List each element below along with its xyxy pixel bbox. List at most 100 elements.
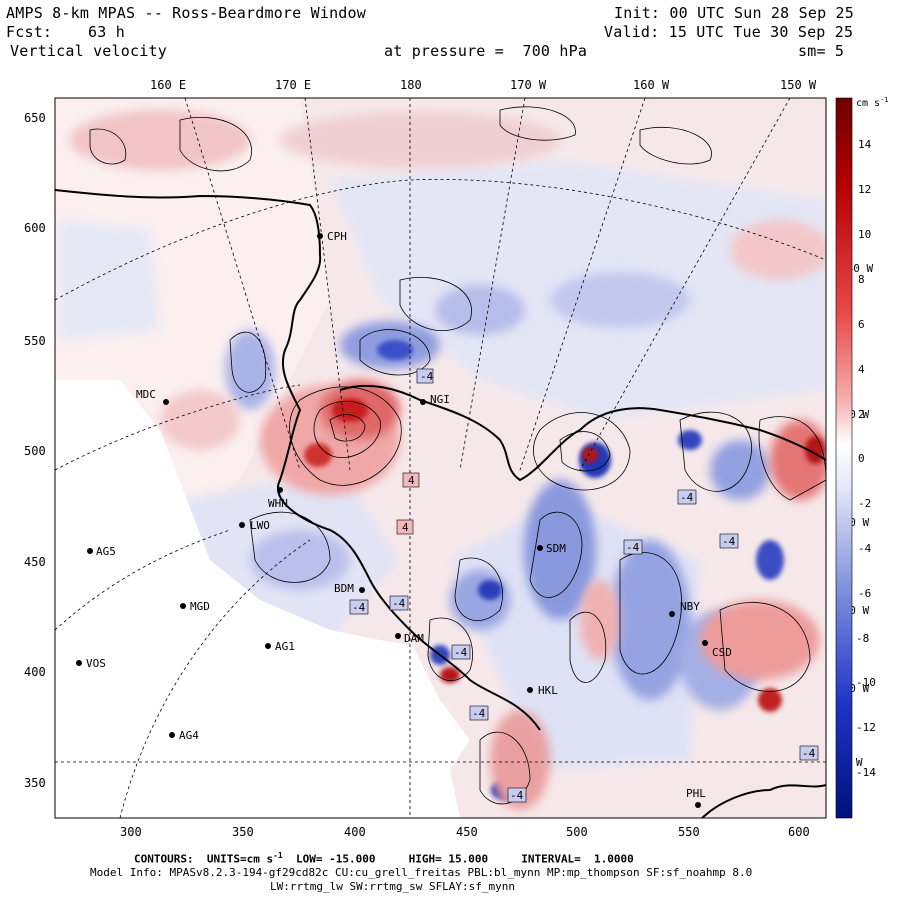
svg-text:HKL: HKL — [538, 684, 558, 697]
colorbar-tick: -4 — [858, 542, 872, 555]
contour-box: -4 — [416, 368, 434, 384]
contour-box: 4 — [402, 472, 420, 488]
svg-text:-4: -4 — [802, 747, 816, 760]
station-cph[interactable]: CPH — [317, 230, 347, 243]
colorbar-tick: -10 — [856, 676, 876, 689]
station-hkl[interactable]: HKL — [527, 684, 558, 697]
svg-text:-4: -4 — [510, 789, 524, 802]
colorbar-scale — [835, 97, 853, 819]
colorbar-tick: 12 — [858, 183, 871, 196]
station-ag4[interactable]: AG4 — [169, 729, 199, 742]
map-frame — [54, 97, 827, 819]
station-dam[interactable]: DAM — [395, 632, 424, 645]
lon-label: 170 E — [275, 78, 311, 92]
station-mdc[interactable]: MDC — [136, 388, 169, 405]
y-tick-label: 600 — [24, 221, 46, 235]
lon-label: 150 W — [780, 78, 817, 92]
y-tick-label: 400 — [24, 665, 46, 679]
y-tick-label: 550 — [24, 334, 46, 348]
svg-text:CPH: CPH — [327, 230, 347, 243]
lon-label: 180 — [400, 78, 422, 92]
svg-text:MGD: MGD — [190, 600, 210, 613]
svg-text:4: 4 — [402, 521, 409, 534]
svg-text:-4: -4 — [392, 597, 406, 610]
station-bdm[interactable]: BDM — [334, 582, 365, 595]
colorbar-tick: 6 — [858, 318, 865, 331]
station-mgd[interactable]: MGD — [180, 600, 210, 613]
x-tick-label: 350 — [232, 825, 254, 839]
svg-text:-4: -4 — [626, 541, 640, 554]
svg-text:4: 4 — [408, 474, 415, 487]
contour-box: -4 — [677, 489, 697, 505]
field-name: Vertical velocity — [10, 42, 167, 60]
y-tick-label: 650 — [24, 111, 46, 125]
stations: CPH MDC NGI WHN LWO AG5 MGD AG1 VOS AG4 … — [76, 230, 732, 808]
x-tick-label: 400 — [344, 825, 366, 839]
station-nby[interactable]: NBY — [669, 600, 700, 617]
svg-text:LWO: LWO — [250, 519, 270, 532]
lon-label: 160 E — [150, 78, 186, 92]
forecast-label: Fcst: — [6, 23, 53, 41]
contour-box: 4 — [396, 519, 414, 535]
station-ag1[interactable]: AG1 — [265, 640, 295, 653]
y-tick-label: 500 — [24, 444, 46, 458]
contours-info: CONTOURS: UNITS=cm s-1 LOW= -15.000 HIGH… — [134, 851, 634, 866]
colorbar: 14 12 10 8 6 4 2 0 -2 -4 -6 -8 -10 -12 -… — [835, 96, 889, 819]
svg-text:MDC: MDC — [136, 388, 156, 401]
interval-value: INTERVAL= 1.0000 — [521, 852, 634, 866]
x-tick-label: 600 — [788, 825, 810, 839]
colorbar-tick: -12 — [856, 721, 876, 734]
station-whn[interactable]: WHN — [268, 487, 288, 510]
colorbar-tick: 0 — [858, 452, 865, 465]
station-vos[interactable]: VOS — [76, 657, 106, 670]
contour-box: -4 — [451, 644, 471, 660]
svg-text:-4: -4 — [352, 601, 366, 614]
x-tick-label: 300 — [120, 825, 142, 839]
lon-label: 160 W — [633, 78, 670, 92]
pressure-level: at pressure = 700 hPa — [384, 42, 588, 60]
contour-box: -4 — [799, 745, 819, 761]
station-ag5[interactable]: AG5 — [87, 545, 116, 558]
field-positive-strong — [304, 398, 825, 712]
contour-value-boxes: -4 4 4 -4 -4 -4 -4 -4 -4 -4 -4 -4 — [349, 368, 819, 803]
station-csd[interactable]: CSD — [702, 640, 732, 659]
svg-text:AG1: AG1 — [275, 640, 295, 653]
station-lwo[interactable]: LWO — [239, 519, 270, 532]
longitude-labels: 160 E 170 E 180 170 W 160 W 150 W — [150, 78, 817, 92]
svg-text:BDM: BDM — [334, 582, 354, 595]
svg-text:PHL: PHL — [686, 787, 706, 800]
y-axis: 650 600 550 500 450 400 350 — [24, 111, 46, 790]
x-tick-label: 500 — [566, 825, 588, 839]
graticule — [55, 98, 826, 818]
y-tick-label: 350 — [24, 776, 46, 790]
model-info-line2: LW:rrtmg_lw SW:rrtmg_sw SFLAY:sf_mynn — [270, 880, 516, 893]
x-axis: 300 350 400 450 500 550 600 — [120, 825, 810, 839]
colorbar-units: cm s-1 — [856, 96, 889, 109]
valid-time: Valid: 15 UTC Tue 30 Sep 25 — [604, 23, 854, 41]
svg-text:-4: -4 — [680, 491, 694, 504]
station-phl[interactable]: PHL — [686, 787, 706, 808]
svg-text:NGI: NGI — [430, 393, 450, 406]
units-label: UNITS=cm s — [206, 852, 274, 866]
station-ngi[interactable]: NGI — [420, 393, 450, 406]
colorbar-tick: 10 — [858, 228, 871, 241]
station-sdm[interactable]: SDM — [537, 542, 566, 555]
svg-text:AG4: AG4 — [179, 729, 199, 742]
map-title: AMPS 8-km MPAS -- Ross-Beardmore Window — [6, 4, 366, 22]
svg-text:-4: -4 — [454, 646, 468, 659]
svg-text:NBY: NBY — [680, 600, 700, 613]
contour-box: -4 — [623, 539, 643, 555]
svg-text:SDM: SDM — [546, 542, 566, 555]
colorbar-tick: -6 — [858, 587, 871, 600]
low-value: LOW= -15.000 — [295, 852, 376, 866]
contour-box: -4 — [389, 595, 409, 611]
colorbar-tick: 4 — [858, 363, 865, 376]
svg-text:-4: -4 — [722, 535, 736, 548]
colorbar-tick: -2 — [858, 497, 871, 510]
colorbar-tick: 8 — [858, 273, 865, 286]
model-info: Model Info: MPASv8.2.3-194-gf29cd82c CU:… — [90, 866, 753, 879]
no-data-region — [55, 380, 410, 818]
colorbar-tick: 2 — [858, 408, 865, 421]
contours-label: CONTOURS: — [134, 852, 194, 866]
svg-text:WHN: WHN — [268, 497, 288, 510]
